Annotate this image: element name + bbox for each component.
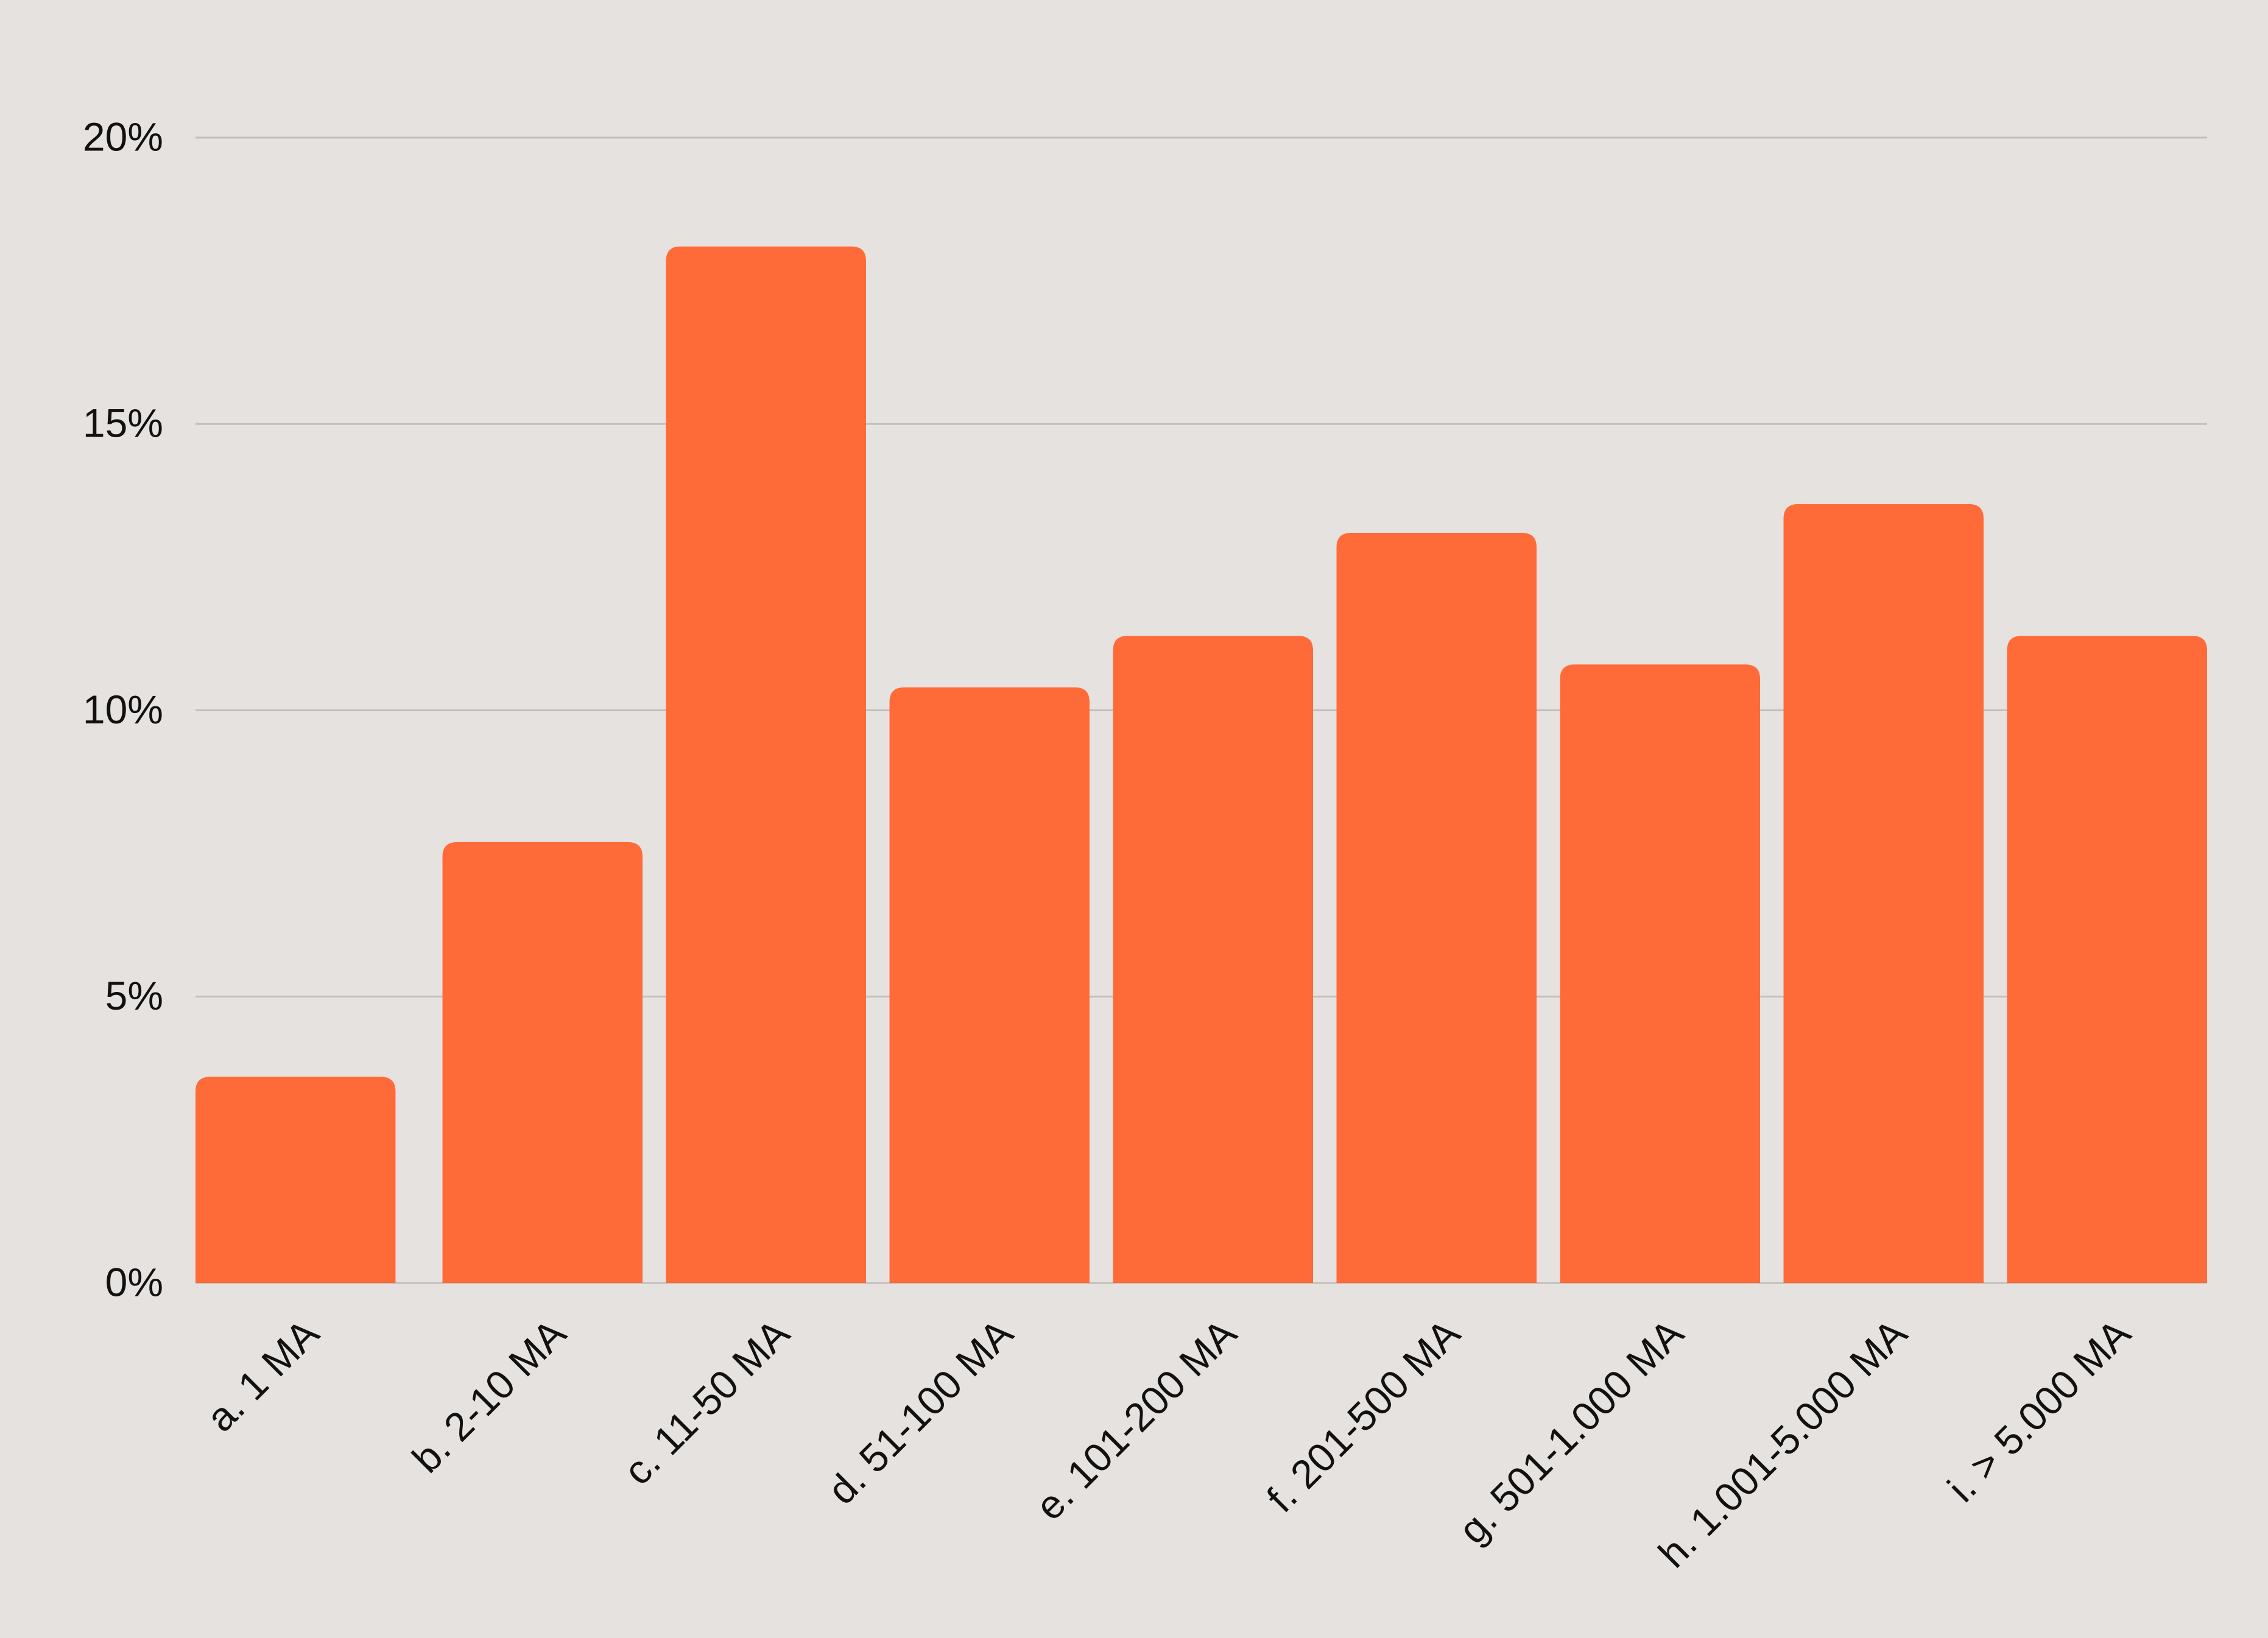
bar — [195, 1077, 396, 1283]
x-tick-label: c. 11-50 MA — [615, 1310, 798, 1493]
bar — [1783, 504, 1984, 1284]
bar — [2007, 636, 2207, 1283]
x-tick-label: e. 101-200 MA — [1027, 1310, 1245, 1528]
bar — [666, 246, 866, 1283]
x-tick-label: a. 1 MA — [197, 1310, 327, 1440]
y-tick-label: 10% — [83, 687, 163, 732]
bar — [1336, 532, 1537, 1283]
bar — [1113, 636, 1313, 1283]
x-tick-label: h. 1.001-5.000 MA — [1650, 1310, 1915, 1576]
x-tick-label: g. 501-1.000 MA — [1450, 1310, 1692, 1552]
bar — [889, 687, 1090, 1283]
bar — [442, 842, 643, 1283]
x-tick-label: d. 51-100 MA — [819, 1310, 1021, 1513]
y-tick-label: 5% — [105, 973, 163, 1018]
x-tick-label: f. 201-500 MA — [1258, 1310, 1468, 1520]
x-tick-label: i. > 5.000 MA — [1939, 1310, 2139, 1511]
x-tick-label: b. 2-10 MA — [403, 1310, 574, 1482]
y-tick-label: 15% — [83, 401, 163, 446]
y-tick-label: 0% — [105, 1259, 163, 1304]
bar — [1560, 664, 1760, 1283]
y-tick-label: 20% — [83, 114, 163, 159]
